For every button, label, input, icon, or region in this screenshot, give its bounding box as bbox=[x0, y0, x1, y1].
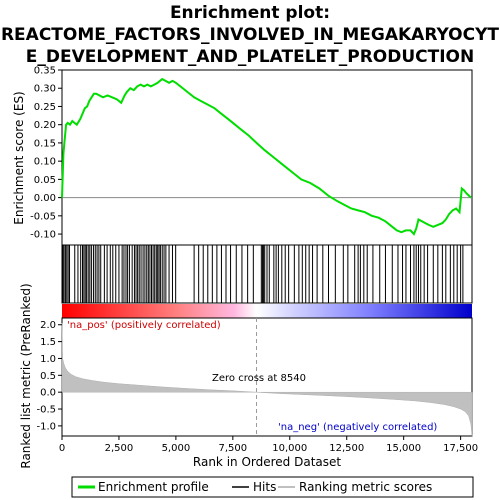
metric-ytick-label: 0.0 bbox=[40, 388, 56, 399]
pos-correlated-label: 'na_pos' (positively correlated) bbox=[67, 320, 221, 331]
hit-marks bbox=[62, 245, 464, 303]
xtick-label: 15,000 bbox=[386, 443, 421, 454]
legend: Enrichment profile Hits Ranking metric s… bbox=[71, 476, 474, 498]
x-ticks: 0 2,500 5,000 7,500 10,000 12,500 15,000 17,500 bbox=[59, 436, 478, 454]
metric-ytick-label: 1.5 bbox=[40, 337, 56, 348]
zero-cross-label: Zero cross at 8540 bbox=[212, 373, 306, 384]
es-ytick-label: 0.05 bbox=[34, 175, 56, 186]
es-ytick-label: 0.00 bbox=[34, 193, 56, 204]
neg-correlated-label: 'na_neg' (negatively correlated) bbox=[278, 422, 437, 433]
es-ytick-label: -0.05 bbox=[30, 211, 56, 222]
legend-hits-label: Hits bbox=[253, 480, 276, 494]
metric-ytick-label: -1.0 bbox=[36, 421, 56, 432]
title-line-1: Enrichment plot: bbox=[170, 3, 330, 23]
legend-box bbox=[71, 476, 474, 498]
es-ytick-label: -0.10 bbox=[30, 230, 56, 241]
es-ytick-label: 0.35 bbox=[34, 66, 56, 77]
xtick-label: 17,500 bbox=[443, 443, 478, 454]
es-ytick-label: 0.10 bbox=[34, 157, 56, 168]
metric-y-ticks: -1.0 -0.5 0.0 0.5 1.0 1.5 2.0 bbox=[36, 320, 62, 432]
metric-panel: -1.0 -0.5 0.0 0.5 1.0 1.5 2.0 'na_pos' (positi… bbox=[19, 283, 478, 469]
hits-panel bbox=[61, 244, 473, 304]
rank-color-bar bbox=[62, 304, 472, 318]
title-line-3: E_DEVELOPMENT_AND_PLATELET_PRODUCTION bbox=[26, 47, 474, 67]
x-axis-label: Rank in Ordered Dataset bbox=[193, 455, 341, 469]
xtick-label: 5,000 bbox=[162, 443, 191, 454]
xtick-label: 2,500 bbox=[105, 443, 134, 454]
title-line-2: REACTOME_FACTORS_INVOLVED_IN_MEGAKARYOCY… bbox=[1, 25, 499, 45]
legend-metric-label: Ranking metric scores bbox=[299, 480, 432, 494]
metric-ytick-label: 1.0 bbox=[40, 354, 56, 365]
metric-ytick-label: 2.0 bbox=[40, 320, 56, 331]
metric-panel-frame bbox=[61, 317, 473, 437]
xtick-label: 7,500 bbox=[219, 443, 248, 454]
ranking-metric-area bbox=[61, 323, 473, 437]
es-y-ticks: -0.10 -0.05 0.00 0.05 0.10 0.15 0.20 0.25 0.30 0.… bbox=[30, 66, 62, 241]
metric-ytick-label: 0.5 bbox=[40, 371, 56, 382]
es-ytick-label: 0.15 bbox=[34, 138, 56, 149]
metric-ytick-label: -0.5 bbox=[36, 405, 56, 416]
xtick-label: 10,000 bbox=[272, 443, 307, 454]
es-panel: -0.10 -0.05 0.00 0.05 0.10 0.15 0.20 0.25 0.30 0.… bbox=[12, 66, 473, 246]
legend-enrichment-label: Enrichment profile bbox=[98, 480, 209, 494]
es-ytick-label: 0.25 bbox=[34, 102, 56, 113]
enrichment-profile-line bbox=[61, 77, 472, 236]
rank-gradient-rect bbox=[62, 304, 472, 318]
es-panel-frame bbox=[61, 69, 473, 246]
es-y-axis-label: Enrichment score (ES) bbox=[12, 91, 26, 224]
xtick-label: 12,500 bbox=[329, 443, 364, 454]
xtick-label: 0 bbox=[59, 443, 65, 454]
es-ytick-label: 0.20 bbox=[34, 120, 56, 131]
metric-y-axis-label: Ranked list metric (PreRanked) bbox=[19, 283, 33, 468]
es-ytick-label: 0.30 bbox=[34, 84, 56, 95]
